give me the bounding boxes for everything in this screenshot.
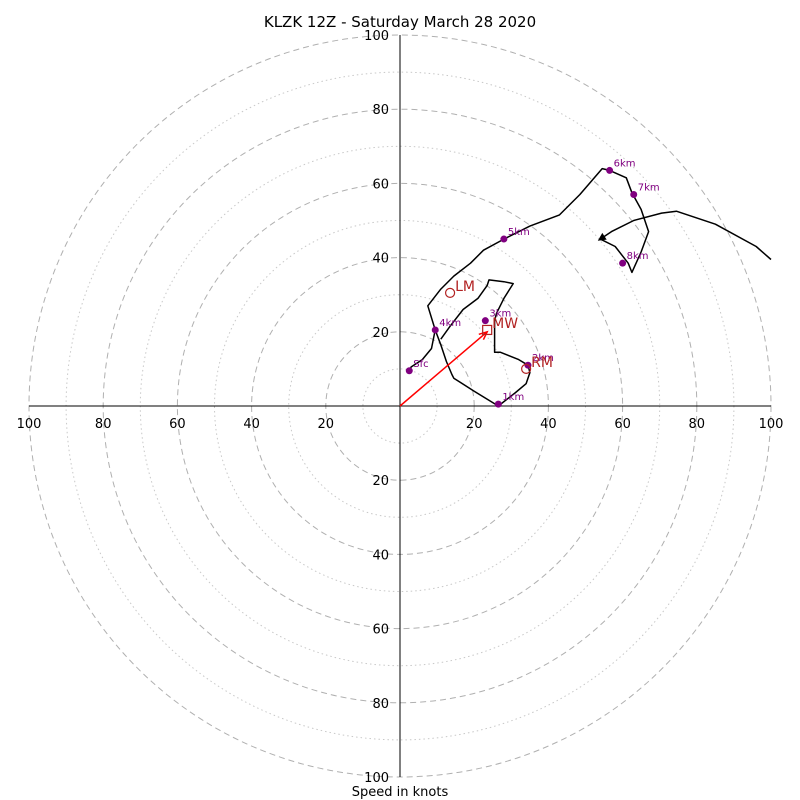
x-tick-label: 20 — [466, 417, 483, 432]
height-marker-label: 4km — [439, 318, 461, 329]
x-tick-label: 80 — [95, 417, 112, 432]
wind-traces — [408, 167, 772, 407]
height-marker — [494, 400, 502, 408]
y-tick-label: 80 — [372, 697, 389, 712]
x-tick-label: 100 — [759, 417, 784, 432]
chart-title: KLZK 12Z - Saturday March 28 2020 — [264, 13, 536, 31]
motion-marker-circle — [521, 363, 532, 374]
height-marker-label: 8km — [627, 251, 649, 262]
lower-wind-trace — [434, 279, 531, 407]
height-marker-label: 1km — [502, 392, 524, 403]
x-tick-label: 60 — [169, 417, 186, 432]
height-marker — [405, 367, 413, 375]
height-marker — [431, 326, 439, 334]
y-tick-label: 20 — [372, 474, 389, 489]
x-tick-label: 60 — [614, 417, 631, 432]
motion-marker-square — [482, 324, 493, 336]
height-marker-label: Sfc — [413, 359, 428, 370]
y-tick-label: 100 — [364, 29, 389, 44]
y-tick-label: 60 — [372, 623, 389, 638]
x-tick-label: 40 — [540, 417, 557, 432]
height-marker-label: 3km — [489, 309, 511, 320]
storm-motion-vector — [399, 330, 489, 407]
height-marker-label: 2km — [532, 353, 554, 364]
motion-marker-label: MW — [492, 316, 518, 332]
motion-marker-circle — [444, 287, 456, 298]
height-marker — [500, 235, 508, 243]
x-tick-label: 100 — [17, 417, 42, 432]
motion-marker-label: RM — [531, 355, 553, 371]
storm-motion-arrowhead — [478, 330, 489, 341]
height-marker — [606, 166, 614, 174]
y-tick-label: 60 — [372, 177, 389, 192]
height-marker — [481, 317, 489, 325]
y-tick-label: 40 — [372, 252, 389, 267]
x-tick-label: 20 — [318, 417, 335, 432]
height-marker — [619, 259, 627, 267]
y-tick-label: 80 — [372, 103, 389, 118]
x-tick-label: 40 — [243, 417, 260, 432]
markers: Sfc 1km 2km 3km 4km 5km 6km 7km 8km LM MW RM — [405, 158, 660, 408]
height-marker-label: 6km — [614, 158, 636, 169]
trace-arrowhead — [597, 232, 607, 241]
y-tick-label: 100 — [364, 771, 389, 786]
x-axis-label: Speed in knots — [352, 785, 449, 800]
x-tick-label: 80 — [689, 417, 706, 432]
height-marker-label: 5km — [508, 227, 530, 238]
upper-wind-trace — [408, 167, 772, 372]
motion-marker-label: LM — [455, 279, 475, 295]
y-tick-label: 20 — [372, 326, 389, 341]
tick-labels: 100 100 100 100 80 80 80 80 60 60 60 60 40 40 40 40 20 20… — [17, 29, 784, 786]
storm-motion-line — [399, 331, 488, 407]
height-marker — [630, 191, 638, 199]
height-marker-label: 7km — [638, 183, 660, 194]
y-tick-label: 40 — [372, 548, 389, 563]
